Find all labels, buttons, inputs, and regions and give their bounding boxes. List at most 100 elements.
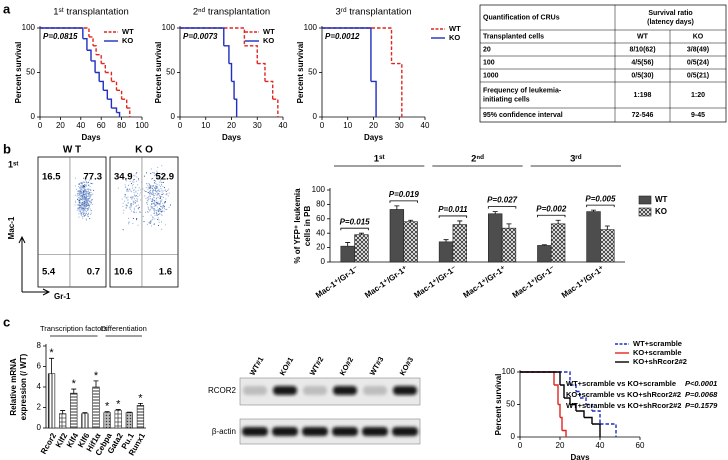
flow-dot xyxy=(78,193,80,195)
flow-dot xyxy=(89,201,92,203)
table-cell: Survival ratio xyxy=(648,10,692,17)
bar xyxy=(550,223,566,263)
flow-dot xyxy=(80,185,82,187)
panel-label: a xyxy=(3,1,11,16)
flow-dot xyxy=(134,202,137,204)
flow-dot xyxy=(83,197,85,199)
flow-dot xyxy=(76,209,78,211)
flow-dot xyxy=(155,209,157,211)
flow-dot xyxy=(88,179,90,181)
flow-dot xyxy=(155,180,157,183)
flow-dot xyxy=(136,176,138,178)
flow-dot xyxy=(133,201,135,203)
flow-dot xyxy=(161,207,163,209)
survival-step xyxy=(180,27,225,46)
flow-dot xyxy=(145,187,147,189)
flow-dot xyxy=(77,194,79,196)
flow-dot xyxy=(156,170,158,172)
flow-dot xyxy=(126,189,128,191)
flow-dot xyxy=(155,174,157,176)
flow-dot xyxy=(83,191,85,194)
flow-dot xyxy=(79,198,81,200)
flow-dot xyxy=(133,192,135,194)
survival-step xyxy=(107,98,113,109)
x-tick-label: 40 xyxy=(279,121,288,130)
bar xyxy=(389,209,405,263)
error-bar xyxy=(541,244,547,246)
flow-dot xyxy=(128,221,130,223)
error-bar xyxy=(443,239,449,242)
x-axis-label: Days xyxy=(81,133,101,142)
x-tick-label: 20 xyxy=(56,121,65,130)
survival-step xyxy=(105,71,113,82)
flow-dot xyxy=(84,192,86,194)
flow-dot xyxy=(162,202,164,204)
flow-dot xyxy=(129,173,131,175)
table-cell: 1:20 xyxy=(691,92,705,99)
flow-dot xyxy=(126,188,128,190)
flow-dot xyxy=(87,214,89,216)
flow-dot xyxy=(153,187,155,189)
x-tick-label: 10 xyxy=(201,121,210,130)
flow-dot xyxy=(155,185,157,187)
flow-dot xyxy=(80,210,82,212)
y-axis-label: Percent survival xyxy=(494,374,503,436)
flow-dot xyxy=(84,211,86,213)
flow-dot xyxy=(85,206,87,208)
flow-dot xyxy=(78,199,80,201)
flow-dot xyxy=(77,198,79,200)
flow-dot xyxy=(159,208,161,210)
flow-dot xyxy=(80,214,82,216)
flow-dot xyxy=(81,184,83,186)
table-cell: 1:198 xyxy=(634,92,652,99)
flow-dot xyxy=(149,184,151,186)
flow-dot xyxy=(157,187,159,189)
flow-dot xyxy=(154,193,156,195)
legend-label: WT+scramble xyxy=(633,339,682,348)
flow-dot xyxy=(79,188,81,190)
flow-dot xyxy=(163,202,165,204)
x-tick-label: 100 xyxy=(135,121,149,130)
flow-dot xyxy=(124,179,126,181)
survival-step xyxy=(103,89,109,100)
flow-dot xyxy=(79,205,81,207)
flow-dot xyxy=(124,194,126,196)
flow-dot xyxy=(76,195,78,197)
flow-dot xyxy=(79,187,81,189)
table-cell: 95% confidence interval xyxy=(483,112,563,119)
flow-dot xyxy=(161,181,163,183)
flow-dot xyxy=(137,204,139,206)
x-tick-label: 20 xyxy=(369,121,378,130)
flow-dot xyxy=(148,196,150,198)
flow-dot xyxy=(87,208,89,210)
flow-dot xyxy=(154,204,156,206)
flow-dot xyxy=(161,189,163,191)
flow-dot xyxy=(162,206,164,208)
chart-title: 1ˢᵗ transplantation xyxy=(53,7,129,18)
x-tick-label: Mac-1⁺/Gr-1⁺ xyxy=(560,264,606,300)
flow-xlabel: Gr-1 xyxy=(54,292,71,301)
flow-dot xyxy=(80,201,82,204)
flow-dot xyxy=(129,188,131,190)
legend-label: WT xyxy=(655,195,668,204)
flow-dot xyxy=(142,215,144,218)
flow-dot xyxy=(127,217,130,219)
flow-dot xyxy=(158,219,160,221)
x-tick-label: 60 xyxy=(636,441,645,450)
flow-dot xyxy=(158,203,160,205)
flow-dot xyxy=(81,194,83,196)
flow-dot xyxy=(164,201,166,203)
flow-plot-frame xyxy=(37,156,107,288)
blot-band xyxy=(303,386,327,395)
flow-dot xyxy=(78,211,80,213)
flow-dot xyxy=(153,175,156,177)
table-cell: Quantification of CRUs xyxy=(483,14,560,21)
flow-dot xyxy=(85,202,87,204)
flow-dot xyxy=(160,209,162,211)
flow-dot xyxy=(131,185,133,187)
flow-dot xyxy=(148,198,150,201)
flow-dot xyxy=(163,187,165,189)
flow-dot xyxy=(159,196,161,198)
flow-dot xyxy=(152,209,154,211)
flow-dot xyxy=(149,189,151,191)
